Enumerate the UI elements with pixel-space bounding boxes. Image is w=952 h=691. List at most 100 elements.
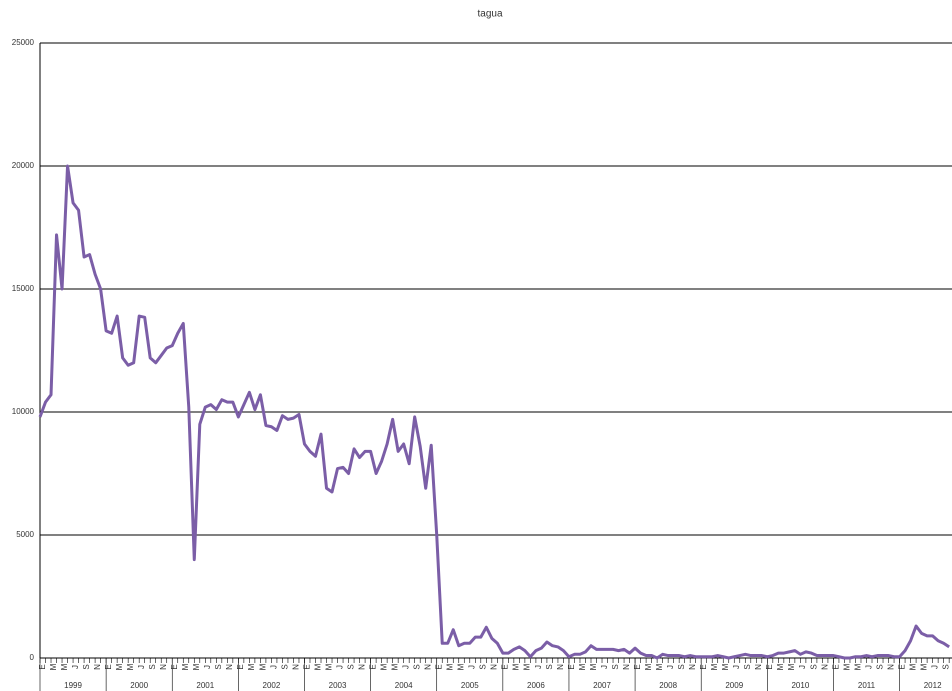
month-label: N <box>159 664 168 670</box>
month-label: M <box>908 663 917 670</box>
month-label: E <box>435 664 444 669</box>
month-label: E <box>38 664 47 669</box>
y-tick-label: 5000 <box>16 530 34 539</box>
month-label: M <box>324 663 333 670</box>
month-label: M <box>60 663 69 670</box>
month-label: N <box>291 664 300 670</box>
month-label: S <box>214 664 223 669</box>
month-label: E <box>501 664 510 669</box>
year-label: 1999 <box>64 681 82 690</box>
month-label: M <box>115 663 124 670</box>
month-label: M <box>192 663 201 670</box>
month-label: E <box>897 664 906 669</box>
y-tick-label: 20000 <box>12 161 35 170</box>
month-label: M <box>776 663 785 670</box>
month-label: J <box>666 665 675 669</box>
year-label: 2005 <box>461 681 479 690</box>
year-label: 2009 <box>725 681 743 690</box>
month-label: E <box>567 664 576 669</box>
y-tick-label: 0 <box>30 653 35 662</box>
month-label: J <box>732 665 741 669</box>
month-label: E <box>368 664 377 669</box>
year-label: 2000 <box>130 681 148 690</box>
month-label: J <box>864 665 873 669</box>
month-label: J <box>930 665 939 669</box>
month-label: M <box>457 663 466 670</box>
year-label: 2006 <box>527 681 545 690</box>
month-label: E <box>236 664 245 669</box>
month-label: J <box>203 665 212 669</box>
month-label: M <box>853 663 862 670</box>
month-label: S <box>280 664 289 669</box>
year-label: 2001 <box>196 681 214 690</box>
month-label: M <box>258 663 267 670</box>
month-label: E <box>831 664 840 669</box>
month-label: M <box>523 663 532 670</box>
month-label: N <box>754 664 763 670</box>
month-label: S <box>809 664 818 669</box>
month-label: S <box>346 664 355 669</box>
month-label: N <box>688 664 697 670</box>
month-label: J <box>534 665 543 669</box>
month-label: M <box>313 663 322 670</box>
series-line <box>38 164 950 660</box>
y-tick-label: 25000 <box>12 38 35 47</box>
year-label: 2004 <box>395 681 413 690</box>
year-label: 2008 <box>659 681 677 690</box>
year-label: 2012 <box>924 681 942 690</box>
month-label: M <box>247 663 256 670</box>
month-label: S <box>942 664 951 669</box>
y-tick-label: 10000 <box>12 407 35 416</box>
month-label: S <box>677 664 686 669</box>
month-label: M <box>655 663 664 670</box>
month-label: J <box>335 665 344 669</box>
month-label: N <box>93 664 102 670</box>
month-label: M <box>842 663 851 670</box>
month-label: M <box>181 663 190 670</box>
month-label: M <box>919 663 928 670</box>
month-label: S <box>743 664 752 669</box>
month-label: N <box>424 664 433 670</box>
year-label: 2003 <box>329 681 347 690</box>
month-label: M <box>49 663 58 670</box>
month-label: M <box>512 663 521 670</box>
chart-title: tagua <box>477 9 502 20</box>
month-label: J <box>269 665 278 669</box>
month-label: J <box>402 665 411 669</box>
month-label: J <box>137 665 146 669</box>
month-label: N <box>556 664 565 670</box>
month-label: M <box>721 663 730 670</box>
month-label: N <box>622 664 631 670</box>
month-label: S <box>611 664 620 669</box>
month-label: S <box>148 664 157 669</box>
month-label: S <box>545 664 554 669</box>
y-tick-label: 15000 <box>12 284 35 293</box>
year-label: 2007 <box>593 681 611 690</box>
month-label: J <box>600 665 609 669</box>
month-label: J <box>468 665 477 669</box>
month-label: N <box>886 664 895 670</box>
month-label: M <box>787 663 796 670</box>
month-label: M <box>126 663 135 670</box>
month-label: S <box>479 664 488 669</box>
year-label: 2011 <box>858 681 876 690</box>
year-label: 2010 <box>791 681 809 690</box>
year-label: 2002 <box>263 681 281 690</box>
month-label: M <box>644 663 653 670</box>
month-label: N <box>820 664 829 670</box>
month-label: J <box>798 665 807 669</box>
month-label: E <box>170 664 179 669</box>
month-label: S <box>82 664 91 669</box>
month-label: M <box>446 663 455 670</box>
month-label: N <box>490 664 499 670</box>
month-label: E <box>104 664 113 669</box>
month-label: M <box>589 663 598 670</box>
month-label: M <box>710 663 719 670</box>
month-label: M <box>391 663 400 670</box>
month-label: N <box>357 664 366 670</box>
month-label: M <box>578 663 587 670</box>
month-label: E <box>302 664 311 669</box>
month-label: S <box>875 664 884 669</box>
month-label: E <box>633 664 642 669</box>
month-label: J <box>71 665 80 669</box>
